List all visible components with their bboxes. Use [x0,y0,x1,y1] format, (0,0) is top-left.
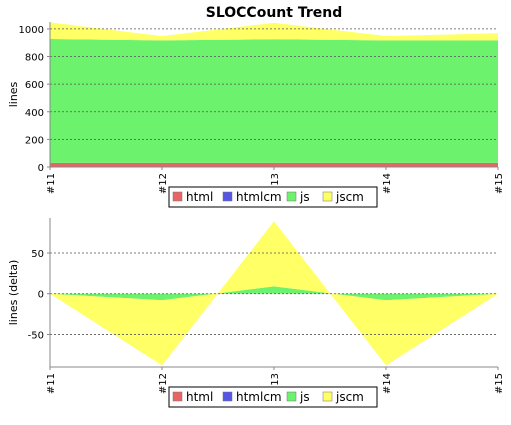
chart-1-x-tick-label: #15 [494,173,505,194]
chart-1-y-tick-label: 200 [25,135,44,146]
chart-2-x-tick-label: #13 [270,373,281,394]
chart-2-legend-swatch-jscm [322,391,333,402]
chart-1-legend-swatch-htmlcm [222,191,233,202]
chart-1-legend-swatch-js [286,191,297,202]
chart-1-series-js-area [50,39,498,163]
chart-2-x-tick-label: #15 [494,373,505,394]
chart-1-title: SLOCCount Trend [206,5,342,21]
chart-1-y-tick-label: 800 [25,53,44,64]
chart-1-legend-swatch-jscm [322,191,333,202]
chart-1-legend-label-html: html [186,190,213,204]
chart-2-legend-label-jscm: jscm [335,390,364,404]
chart-1-legend-label-htmlcm: htmlcm [236,190,282,204]
chart-2-series-jscm-area [50,221,498,366]
chart-1-legend-label-js: js [299,190,310,204]
chart-1-y-tick-label: 0 [38,163,44,174]
chart-1-y-axis-label: lines [7,81,20,107]
chart-1-legend-label-jscm: jscm [335,190,364,204]
chart-2-legend-label-html: html [186,390,213,404]
chart-2-legend-swatch-htmlcm [222,391,233,402]
chart-2-y-axis-label: lines (delta) [7,260,20,326]
chart-1-series-html-area [50,162,498,167]
chart-1-x-tick-label: #13 [270,173,281,194]
chart-1-x-tick-label: #12 [158,173,169,194]
chart-2-x-tick-label: #14 [382,373,393,394]
chart-1-y-tick-label: 1000 [19,25,44,36]
chart-2-y-tick-label: 0 [38,290,44,301]
chart-2-legend-label-htmlcm: htmlcm [236,390,282,404]
chart-2-legend-swatch-html [172,391,183,402]
chart-1-y-tick-label: 600 [25,80,44,91]
chart-2-x-tick-label: #11 [46,373,57,394]
chart-2-series-js-area [50,286,498,301]
chart-1-series-jscm-area [50,22,498,41]
chart-1-legend: html htmlcm js jscm [168,186,378,208]
chart-1-y-tick-label: 400 [25,108,44,119]
chart-2-legend-label-js: js [299,390,310,404]
chart-2-legend-swatch-js [286,391,297,402]
chart-1-legend-swatch-html [172,191,183,202]
chart-1-x-tick-label: #11 [46,173,57,194]
chart-2-legend: html htmlcm js jscm [168,386,378,408]
chart-1-x-tick-label: #14 [382,173,393,194]
chart-2-y-tick-label: 50 [31,249,44,260]
chart-2-y-tick-label: -50 [28,330,44,341]
chart-2-x-tick-label: #12 [158,373,169,394]
